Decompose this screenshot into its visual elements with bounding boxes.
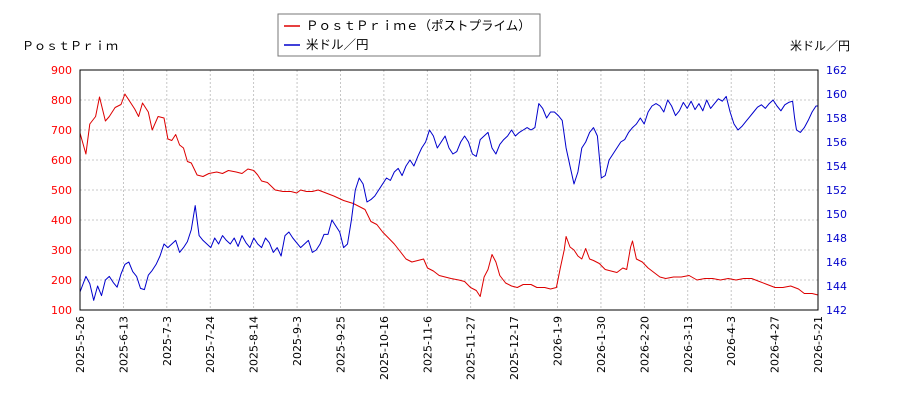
x-tick-label: 2026-1-9: [552, 316, 565, 366]
right-tick-label: 148: [826, 232, 847, 245]
right-tick-label: 154: [826, 160, 847, 173]
right-tick-label: 156: [826, 136, 847, 149]
x-tick-label: 2026-2-20: [638, 316, 651, 373]
x-tick-label: 2025-8-14: [248, 316, 261, 373]
x-tick-label: 2025-11-27: [465, 316, 478, 380]
x-tick-label: 2026-5-21: [812, 316, 825, 373]
x-tick-label: 2025-7-3: [161, 316, 174, 366]
left-axis: 100 200 300 400 500 600 700 800 900: [51, 64, 72, 317]
right-axis: 142 144 146 148 150 152 154 156 158 160 162: [826, 64, 847, 317]
legend: ＰｏｓｔＰｒｉｍｅ（ポストプライム） 米ドル／円: [277, 13, 541, 57]
legend-label-series-2: 米ドル／円: [306, 37, 369, 52]
legend-label-series-1: ＰｏｓｔＰｒｉｍｅ（ポストプライム）: [306, 18, 531, 33]
legend-box: [277, 13, 541, 57]
x-tick-label: 2025-5-26: [74, 316, 87, 373]
x-tick-label: 2025-12-17: [508, 316, 521, 380]
right-tick-label: 158: [826, 112, 847, 125]
left-tick-label: 400: [51, 214, 72, 227]
right-axis-title: 米ドル／円: [790, 39, 850, 53]
left-tick-label: 300: [51, 244, 72, 257]
x-tick-label: 2025-9-25: [334, 316, 347, 373]
series-line-1: [79, 93, 819, 297]
right-tick-label: 152: [826, 184, 847, 197]
x-tick-label: 2025-11-6: [421, 316, 434, 373]
right-tick-label: 142: [826, 304, 847, 317]
x-tick-label: 2026-4-27: [769, 316, 782, 373]
x-tick-label: 2026-3-13: [682, 316, 695, 373]
left-tick-label: 600: [51, 154, 72, 167]
left-axis-title: ＰｏｓｔＰｒｉｍ: [22, 39, 118, 53]
x-tick-label: 2025-7-24: [204, 316, 217, 373]
left-tick-label: 100: [51, 304, 72, 317]
left-tick-label: 900: [51, 64, 72, 77]
x-tick-label: 2026-1-30: [595, 316, 608, 373]
right-tick-label: 160: [826, 88, 847, 101]
left-tick-label: 200: [51, 274, 72, 287]
plot-frame: [79, 69, 819, 311]
x-tick-label: 2025-10-16: [378, 316, 391, 380]
series-layer: [79, 93, 819, 301]
right-tick-label: 150: [826, 208, 847, 221]
series-line-2: [79, 95, 818, 301]
x-axis: 2025-5-26 2025-6-13 2025-7-3 2025-7-24 2025-…: [74, 316, 825, 380]
left-tick-label: 800: [51, 94, 72, 107]
right-tick-label: 146: [826, 256, 847, 269]
right-tick-label: 162: [826, 64, 847, 77]
right-tick-label: 144: [826, 280, 847, 293]
grid: [80, 70, 818, 310]
x-tick-label: 2026-4-3: [725, 316, 738, 366]
left-tick-label: 500: [51, 184, 72, 197]
left-tick-label: 700: [51, 124, 72, 137]
x-tick-label: 2025-6-13: [117, 316, 130, 373]
x-tick-label: 2025-9-3: [291, 316, 304, 366]
